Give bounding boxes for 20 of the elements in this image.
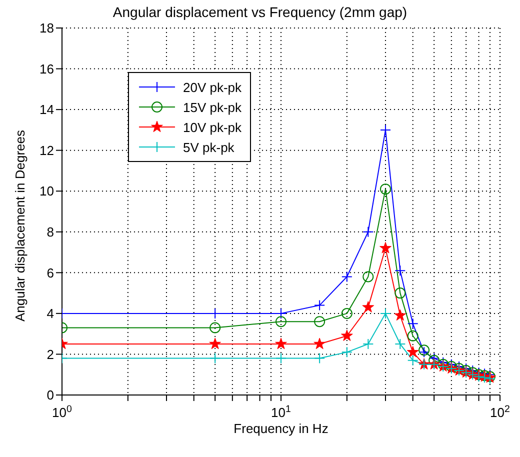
legend-label: 5V pk-pk: [183, 140, 234, 154]
y-tick-label: 12: [40, 142, 54, 158]
y-tick-label: 6: [46, 265, 54, 280]
y-axis-title: Angular displacement in Degrees: [12, 130, 28, 322]
legend-label: 15V pk-pk: [183, 100, 242, 114]
x-tick-label: 10$^{0}$: [52, 404, 73, 420]
legend-label: 10V pk-pk: [183, 120, 242, 134]
x-axis-title: Frequency in Hz: [234, 421, 328, 436]
chart-title: Angular displacement vs Frequency (2mm gap): [112, 4, 408, 20]
y-tick-label: 10: [40, 184, 54, 199]
y-tick-label: 18: [40, 20, 54, 36]
y-tick-label: 4: [46, 306, 54, 322]
y-tick-label: 8: [46, 224, 54, 240]
legend-label: 20V pk-pk: [183, 80, 242, 94]
y-tick-label: 16: [40, 61, 54, 76]
y-tick-label: 2: [46, 346, 54, 362]
x-tick-label: 10$^{2}$: [490, 404, 510, 420]
y-tick-label: 0: [46, 388, 54, 403]
y-tick-label: 14: [40, 102, 54, 118]
x-tick-label: 10$^{1}$: [271, 404, 291, 420]
